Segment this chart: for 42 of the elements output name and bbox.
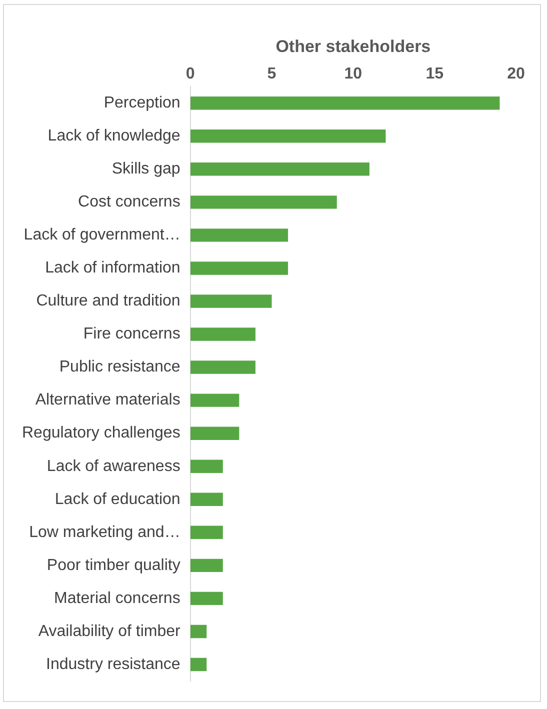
x-tick-label: 10: [344, 65, 362, 82]
x-tick-label: 0: [186, 65, 195, 82]
y-tick-label: Material concerns: [54, 590, 180, 607]
bar: [190, 228, 288, 242]
bar: [190, 360, 256, 374]
bar: [190, 262, 288, 275]
y-tick-label: Availability of timber: [38, 622, 181, 640]
y-tick-label: Lack of information: [45, 260, 180, 277]
bar: [190, 328, 256, 341]
bar: [190, 492, 223, 506]
y-tick-label: Lack of government…: [24, 226, 180, 244]
bar: [190, 526, 223, 540]
y-tick-label: Perception: [104, 94, 180, 112]
bar: [190, 624, 207, 638]
bar: [190, 96, 500, 110]
bar: [190, 162, 370, 176]
x-tick-label: 15: [426, 65, 444, 82]
x-axis-title: Other stakeholders: [276, 36, 431, 56]
y-tick-label: Culture and tradition: [36, 292, 180, 310]
y-tick-label: Regulatory challenges: [22, 424, 180, 442]
y-tick-label: Lack of education: [54, 490, 180, 508]
y-tick-label: Fire concerns: [83, 326, 180, 343]
bar: [190, 592, 223, 606]
bar: [190, 394, 240, 407]
y-tick-label: Poor timber quality: [46, 556, 180, 574]
y-tick-label: Industry resistance: [46, 656, 180, 673]
y-tick-label: Public resistance: [59, 358, 180, 376]
y-tick-label: Alternative materials: [35, 392, 180, 409]
y-tick-label: Skills gap: [112, 160, 180, 178]
x-tick-label: 20: [507, 65, 525, 82]
bar: [190, 658, 207, 672]
y-tick-label: Cost concerns: [78, 194, 180, 211]
y-tick-label: Low marketing and…: [29, 524, 180, 541]
x-tick-label: 5: [267, 65, 276, 82]
bar: [190, 196, 337, 209]
y-tick-label: Lack of awareness: [46, 458, 180, 475]
bar: [190, 130, 386, 143]
bar: [190, 294, 272, 308]
y-tick-label: Lack of knowledge: [48, 128, 180, 145]
bar: [190, 426, 240, 440]
bar: [190, 460, 223, 473]
bar: [190, 558, 223, 572]
